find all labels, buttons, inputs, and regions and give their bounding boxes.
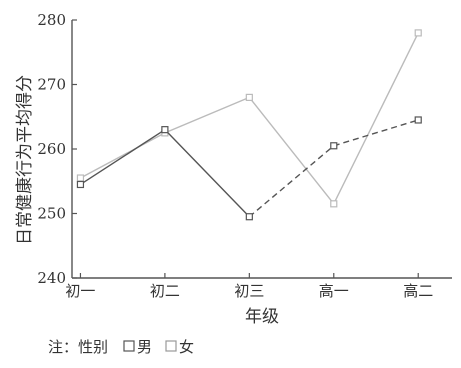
y-tick-label: 250 xyxy=(37,205,66,223)
x-tick-label: 初一 xyxy=(65,282,95,300)
legend-label-female: 女 xyxy=(179,338,194,356)
x-axis-title: 年级 xyxy=(245,307,279,327)
legend-swatch-female xyxy=(165,340,177,352)
data-point xyxy=(161,126,169,134)
data-point xyxy=(76,180,85,189)
series-line-segment xyxy=(80,132,166,179)
series-line-segment xyxy=(80,129,166,186)
data-point xyxy=(245,213,253,221)
series-line-segment xyxy=(248,145,335,218)
x-tick-label: 初二 xyxy=(150,282,180,300)
data-point xyxy=(330,142,338,150)
series-line-segment xyxy=(164,96,250,134)
series-line-segment xyxy=(333,32,419,205)
y-axis-title: 日常健康行为平均得分 xyxy=(15,75,35,245)
legend-swatch-male xyxy=(123,340,135,352)
x-tick-label: 高一 xyxy=(319,282,349,300)
y-tick-label: 260 xyxy=(37,140,66,158)
legend-label-male: 男 xyxy=(137,338,152,356)
x-tick-label: 高二 xyxy=(403,282,433,300)
y-tick-label: 270 xyxy=(37,76,66,94)
data-point xyxy=(330,200,338,208)
series-line-segment xyxy=(164,129,250,218)
data-point xyxy=(414,29,422,37)
legend: 注：性别 男 女 xyxy=(48,338,194,356)
data-point xyxy=(245,93,253,102)
data-point xyxy=(76,174,85,182)
y-tick-label: 240 xyxy=(37,269,66,287)
y-tick-label: 280 xyxy=(37,11,66,29)
data-point xyxy=(414,116,422,124)
legend-title: 注：性别 xyxy=(48,338,108,356)
series-line-segment xyxy=(333,119,419,147)
series-line-segment xyxy=(248,96,335,205)
x-tick-label: 初三 xyxy=(234,282,264,300)
